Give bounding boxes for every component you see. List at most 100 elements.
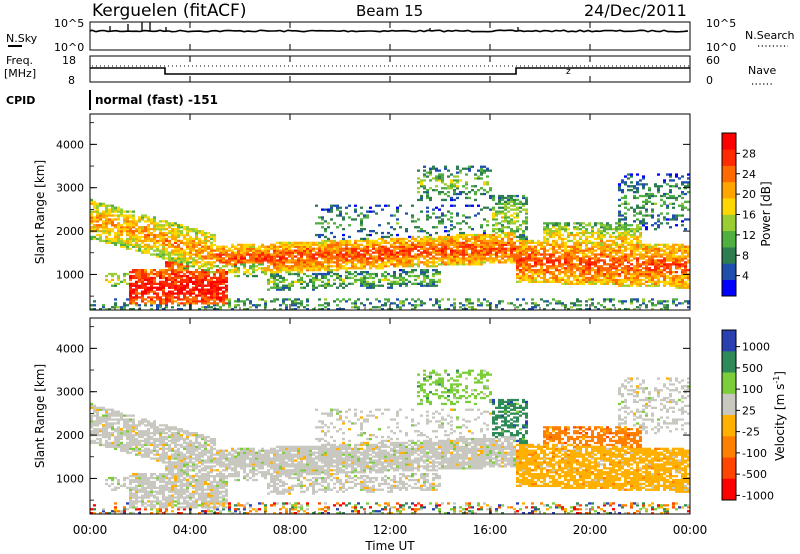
power-cell <box>252 263 255 266</box>
power-cell <box>141 226 144 229</box>
power-cell <box>198 267 201 270</box>
power-cell <box>222 259 225 262</box>
power-cell <box>558 257 561 260</box>
power-cell <box>129 302 132 305</box>
power-cell <box>225 255 228 258</box>
power-cell <box>174 224 177 227</box>
power-cell <box>243 245 246 248</box>
power-cell <box>552 274 555 278</box>
power-cell <box>168 259 171 262</box>
power-cell <box>363 259 366 262</box>
power-cell <box>630 280 633 283</box>
power-cell <box>507 259 510 262</box>
power-cell <box>168 243 171 246</box>
power-cell <box>657 276 660 280</box>
power-cell <box>570 282 573 285</box>
power-cell <box>282 251 285 254</box>
power-cell <box>174 239 177 243</box>
power-cell <box>438 271 441 274</box>
power-cell <box>429 251 432 254</box>
power-cell <box>333 239 336 243</box>
power-cell <box>618 220 621 223</box>
power-cell <box>498 300 501 303</box>
power-cell <box>474 235 477 239</box>
power-cell <box>324 230 327 233</box>
power-cell <box>651 208 654 211</box>
power-cell <box>204 265 207 268</box>
power-cell <box>672 202 675 205</box>
power-cell <box>441 259 444 262</box>
power-cell <box>273 276 276 280</box>
power-cell <box>573 278 576 282</box>
power-cell <box>264 302 267 305</box>
power-cell <box>507 243 510 246</box>
power-cell <box>573 249 576 252</box>
power-cell <box>129 243 132 246</box>
power-cell <box>639 263 642 266</box>
power-cell <box>447 210 450 213</box>
power-cell <box>360 271 363 274</box>
power-cell <box>672 259 675 262</box>
power-cell <box>435 280 438 283</box>
power-cell <box>567 259 570 262</box>
power-cell <box>393 228 396 231</box>
power-cell <box>270 257 273 260</box>
power-cell <box>390 245 393 248</box>
power-cell <box>252 251 255 254</box>
power-cell <box>390 261 393 264</box>
power-cell <box>162 243 165 246</box>
power-cell <box>90 218 93 221</box>
power-cell <box>243 267 246 270</box>
power-cell <box>477 175 480 178</box>
power-cell <box>408 257 411 260</box>
power-cell <box>525 196 528 200</box>
power-cell <box>549 267 552 270</box>
power-cell <box>204 233 207 237</box>
power-cell <box>450 243 453 246</box>
power-cell <box>552 245 555 248</box>
power-cell <box>567 251 570 254</box>
power-cell <box>171 306 174 309</box>
power-cell <box>417 235 420 239</box>
power-cell <box>177 255 180 258</box>
power-cell <box>180 249 183 252</box>
power-cell <box>423 173 426 176</box>
power-cell <box>666 206 669 209</box>
power-cell <box>522 276 525 280</box>
power-cell <box>315 274 318 278</box>
power-cell <box>222 265 225 268</box>
power-cell <box>438 191 441 194</box>
power-cell <box>114 284 117 287</box>
power-cell <box>498 202 501 205</box>
power-cell <box>417 261 420 264</box>
power-cell <box>522 265 525 268</box>
power-cell <box>204 292 207 295</box>
power-cell <box>291 251 294 254</box>
power-cell <box>201 294 204 297</box>
power-cell <box>321 255 324 258</box>
power-cell <box>645 274 648 278</box>
power-cell <box>312 257 315 260</box>
power-cell <box>624 196 627 200</box>
power-cell <box>261 245 264 248</box>
power-cell <box>672 253 675 256</box>
power-cell <box>171 224 174 227</box>
power-cell <box>474 249 477 252</box>
power-cell <box>654 284 657 287</box>
power-cell <box>417 255 420 258</box>
power-cell <box>165 284 168 287</box>
power-cell <box>555 245 558 248</box>
power-cell <box>636 196 639 200</box>
power-cell <box>573 241 576 244</box>
power-cell <box>111 222 114 225</box>
power-cell <box>222 294 225 297</box>
power-cell <box>279 269 282 272</box>
power-cell <box>519 237 522 241</box>
power-cell <box>657 265 660 268</box>
power-cell <box>138 218 141 221</box>
power-cell <box>510 255 513 258</box>
power-cell <box>123 218 126 221</box>
power-cell <box>123 226 126 229</box>
power-cell <box>669 247 672 250</box>
power-cell <box>165 228 168 231</box>
